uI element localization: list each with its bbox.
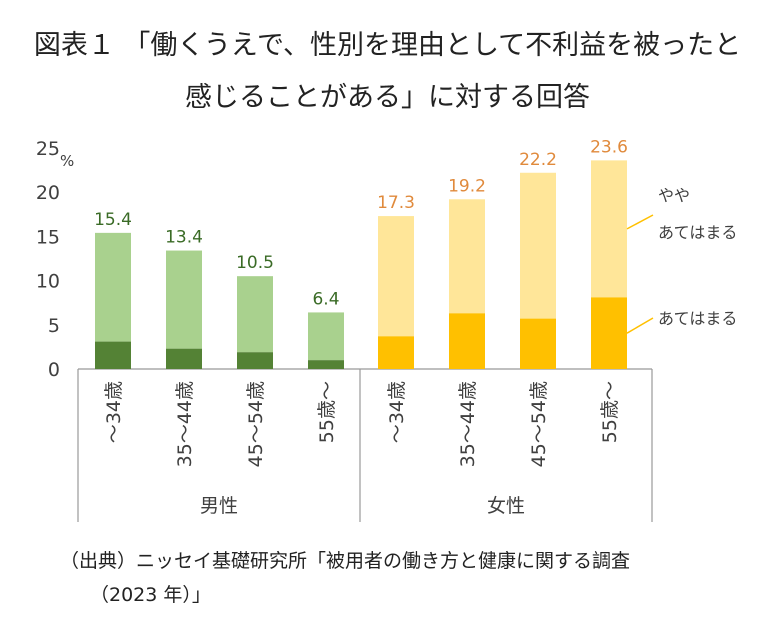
data-label: 19.2 <box>448 176 486 196</box>
data-label: 13.4 <box>165 228 203 248</box>
data-label: 10.5 <box>236 253 274 273</box>
y-tick-label: 5 <box>48 315 60 337</box>
bar-atehamaru <box>591 297 627 369</box>
bar-yaya-atehamaru <box>308 312 344 361</box>
source-note-line2: （2023 年）」 <box>90 584 211 606</box>
x-tick-label: ～34歳 <box>386 381 408 443</box>
y-tick-label: 10 <box>36 271 60 293</box>
bar-atehamaru <box>166 348 202 369</box>
x-tick-label: ～34歳 <box>103 381 125 443</box>
bar-atehamaru <box>378 336 414 369</box>
y-tick-label: 0 <box>48 359 60 381</box>
y-unit-label: % <box>60 152 74 170</box>
y-tick-label: 25 <box>36 138 60 160</box>
series-label-atehamaru: あてはまる <box>658 309 737 328</box>
bar-yaya-atehamaru <box>449 199 485 314</box>
y-tick-label: 15 <box>36 226 60 248</box>
x-tick-label: 55歳～ <box>316 381 338 443</box>
bar-atehamaru <box>308 360 344 369</box>
series-label-yaya-line2: あてはまる <box>658 223 737 242</box>
x-tick-label: 45～54歳 <box>245 381 267 467</box>
group-label: 男性 <box>200 495 238 517</box>
bar-yaya-atehamaru <box>95 232 131 342</box>
group-label: 女性 <box>487 495 525 517</box>
bar-atehamaru <box>237 352 273 369</box>
source-note-line1: （出典）ニッセイ基礎研究所「被用者の働き方と健康に関する調査 <box>60 550 631 572</box>
leader-line-yaya <box>626 214 654 230</box>
leader-line-atehamaru <box>626 317 654 334</box>
series-label-yaya-line1: やや <box>658 186 690 205</box>
data-label: 6.4 <box>312 289 339 309</box>
data-label: 22.2 <box>519 150 557 170</box>
chart-title-line1: 図表１ 「働くうえで、性別を理由として不利益を被ったと <box>33 30 742 61</box>
data-label: 23.6 <box>590 137 628 157</box>
data-label: 17.3 <box>377 193 415 213</box>
x-tick-label: 35～44歳 <box>174 381 196 467</box>
bar-yaya-atehamaru <box>237 276 273 353</box>
bar-atehamaru <box>95 341 131 369</box>
plot-area: 0 5 10 15 20 25% 15.4 ～34歳 13.4 35～44歳 10.5 45～54歳 6… <box>36 137 737 522</box>
bar-yaya-atehamaru <box>591 160 627 298</box>
y-tick-label: 20 <box>36 182 60 204</box>
x-tick-label: 55歳～ <box>599 381 621 443</box>
bar-atehamaru <box>520 318 556 369</box>
x-tick-label: 45～54歳 <box>528 381 550 467</box>
x-tick-label: 35～44歳 <box>457 381 479 467</box>
bar-atehamaru <box>449 313 485 369</box>
bar-yaya-atehamaru <box>378 216 414 337</box>
data-label: 15.4 <box>94 210 132 230</box>
bar-yaya-atehamaru <box>166 250 202 349</box>
bar-yaya-atehamaru <box>520 172 556 319</box>
chart-title-line2: 感じることがある」に対する回答 <box>185 82 590 113</box>
